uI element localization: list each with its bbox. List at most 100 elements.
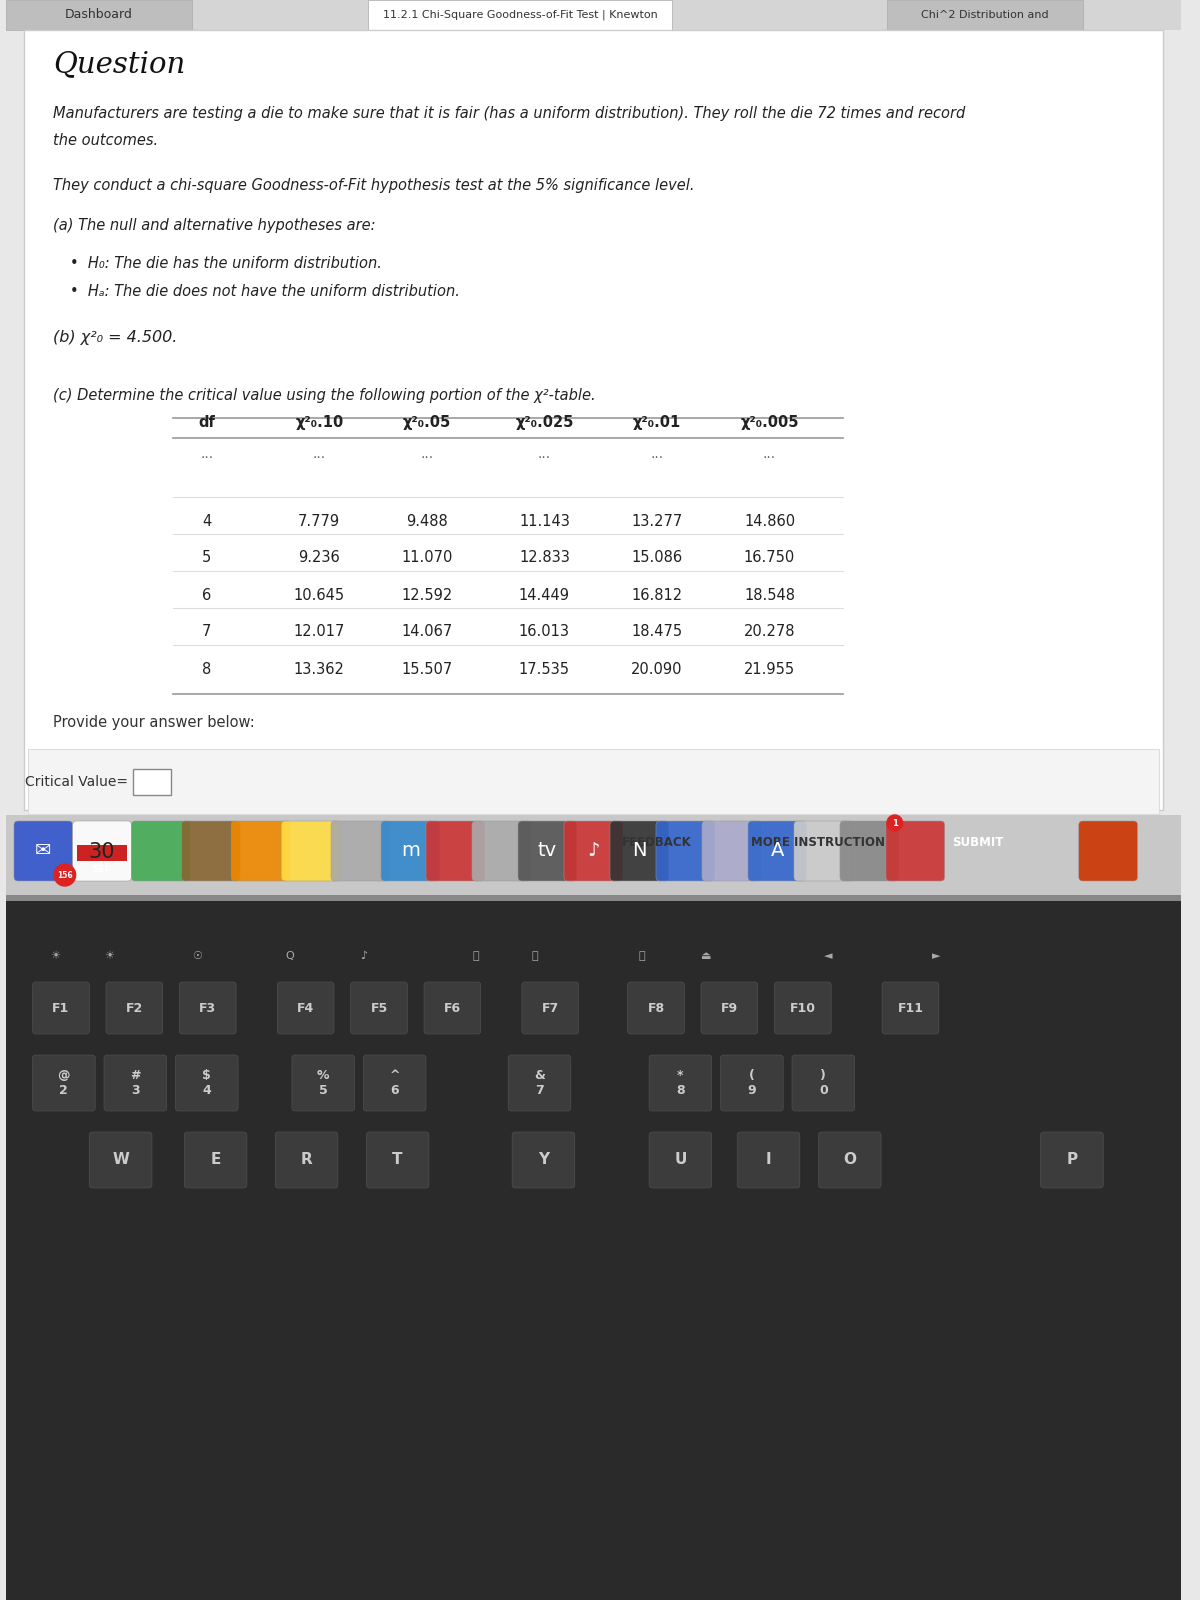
- Text: χ²₀.05: χ²₀.05: [403, 414, 451, 430]
- Text: 8: 8: [202, 661, 211, 677]
- FancyBboxPatch shape: [28, 749, 1159, 814]
- Text: Dashboard: Dashboard: [65, 8, 133, 21]
- FancyBboxPatch shape: [6, 894, 1181, 1600]
- FancyBboxPatch shape: [32, 1054, 95, 1110]
- Text: ⏭: ⏭: [638, 950, 646, 962]
- FancyBboxPatch shape: [32, 982, 89, 1034]
- Text: χ²₀.01: χ²₀.01: [632, 414, 682, 430]
- Text: 1: 1: [892, 819, 898, 827]
- Text: F8: F8: [648, 1002, 665, 1014]
- FancyBboxPatch shape: [702, 821, 761, 882]
- FancyBboxPatch shape: [104, 1054, 167, 1110]
- FancyBboxPatch shape: [6, 0, 192, 30]
- FancyBboxPatch shape: [748, 821, 806, 882]
- Text: 16.750: 16.750: [744, 550, 796, 565]
- Text: ...: ...: [200, 446, 214, 461]
- FancyBboxPatch shape: [737, 1133, 800, 1187]
- Text: U: U: [674, 1152, 686, 1168]
- FancyBboxPatch shape: [6, 894, 1181, 901]
- FancyBboxPatch shape: [701, 982, 757, 1034]
- Text: F1: F1: [53, 1002, 70, 1014]
- FancyBboxPatch shape: [179, 982, 236, 1034]
- Text: m: m: [401, 842, 420, 861]
- Text: ⏯: ⏯: [473, 950, 479, 962]
- FancyBboxPatch shape: [818, 1133, 881, 1187]
- Text: Manufacturers are testing a die to make sure that it is fair (has a uniform dist: Manufacturers are testing a die to make …: [53, 106, 965, 122]
- Text: ✉: ✉: [35, 842, 52, 861]
- FancyBboxPatch shape: [649, 1054, 712, 1110]
- Text: R: R: [301, 1152, 312, 1168]
- Text: 11.070: 11.070: [401, 550, 452, 565]
- FancyBboxPatch shape: [364, 1054, 426, 1110]
- Text: 11.143: 11.143: [518, 514, 570, 528]
- FancyBboxPatch shape: [886, 821, 944, 882]
- FancyBboxPatch shape: [77, 845, 127, 861]
- FancyBboxPatch shape: [350, 982, 407, 1034]
- Text: F2: F2: [126, 1002, 143, 1014]
- Text: 13.362: 13.362: [294, 661, 344, 677]
- FancyBboxPatch shape: [720, 1054, 784, 1110]
- FancyBboxPatch shape: [275, 1133, 338, 1187]
- Text: ☀: ☀: [104, 950, 114, 962]
- Text: ⏮: ⏮: [532, 950, 538, 962]
- Text: ◄: ◄: [824, 950, 833, 962]
- FancyBboxPatch shape: [1079, 821, 1138, 882]
- Text: 10.645: 10.645: [294, 587, 344, 603]
- Text: Chi^2 Distribution and: Chi^2 Distribution and: [922, 10, 1049, 19]
- Text: Question: Question: [53, 50, 185, 78]
- Text: (b) χ²₀ = 4.500.: (b) χ²₀ = 4.500.: [53, 330, 178, 346]
- Text: A: A: [770, 842, 784, 861]
- FancyBboxPatch shape: [89, 1133, 152, 1187]
- Text: Y: Y: [538, 1152, 548, 1168]
- FancyBboxPatch shape: [106, 982, 163, 1034]
- FancyBboxPatch shape: [472, 821, 530, 882]
- FancyBboxPatch shape: [628, 982, 684, 1034]
- Text: 14.067: 14.067: [401, 624, 452, 640]
- Text: F3: F3: [199, 1002, 216, 1014]
- Circle shape: [54, 864, 76, 886]
- Text: SEP: SEP: [92, 864, 112, 874]
- Text: ...: ...: [650, 446, 664, 461]
- Text: )
0: ) 0: [818, 1069, 828, 1098]
- Circle shape: [887, 814, 902, 830]
- Text: F10: F10: [790, 1002, 816, 1014]
- Text: Q: Q: [286, 950, 294, 962]
- Text: •  H₀: The die has the uniform distribution.: • H₀: The die has the uniform distributi…: [70, 256, 382, 270]
- Text: 4: 4: [202, 514, 211, 528]
- Text: 16.013: 16.013: [518, 624, 570, 640]
- Text: 11.2.1 Chi-Square Goodness-of-Fit Test | Knewton: 11.2.1 Chi-Square Goodness-of-Fit Test |…: [383, 10, 658, 21]
- Text: W: W: [112, 1152, 130, 1168]
- Text: ♪: ♪: [360, 950, 367, 962]
- FancyBboxPatch shape: [424, 982, 481, 1034]
- Text: They conduct a chi-square Goodness-of-Fit hypothesis test at the 5% significance: They conduct a chi-square Goodness-of-Fi…: [53, 178, 695, 194]
- Text: F11: F11: [898, 1002, 924, 1014]
- Text: ...: ...: [420, 446, 433, 461]
- Text: ⏏: ⏏: [701, 950, 712, 962]
- Text: MORE INSTRUCTION: MORE INSTRUCTION: [751, 837, 886, 850]
- Text: O: O: [844, 1152, 857, 1168]
- FancyBboxPatch shape: [593, 838, 604, 851]
- Text: 21.955: 21.955: [744, 661, 796, 677]
- Text: ☉: ☉: [192, 950, 202, 962]
- Text: 14.449: 14.449: [518, 587, 570, 603]
- FancyBboxPatch shape: [331, 821, 390, 882]
- Text: F5: F5: [371, 1002, 388, 1014]
- FancyBboxPatch shape: [649, 1133, 712, 1187]
- Text: ...: ...: [538, 446, 551, 461]
- FancyBboxPatch shape: [887, 0, 1082, 30]
- Text: 30: 30: [89, 842, 115, 862]
- Text: (
9: ( 9: [748, 1069, 756, 1098]
- Text: 20.278: 20.278: [744, 624, 796, 640]
- FancyBboxPatch shape: [774, 982, 832, 1034]
- FancyBboxPatch shape: [728, 827, 908, 859]
- FancyBboxPatch shape: [426, 821, 485, 882]
- Text: $
4: $ 4: [203, 1069, 211, 1098]
- FancyBboxPatch shape: [587, 827, 718, 859]
- Text: F7: F7: [541, 1002, 559, 1014]
- FancyBboxPatch shape: [840, 821, 899, 882]
- Text: F6: F6: [444, 1002, 461, 1014]
- Text: 18.475: 18.475: [631, 624, 683, 640]
- FancyBboxPatch shape: [24, 30, 1163, 810]
- Text: 6: 6: [202, 587, 211, 603]
- FancyBboxPatch shape: [366, 1133, 428, 1187]
